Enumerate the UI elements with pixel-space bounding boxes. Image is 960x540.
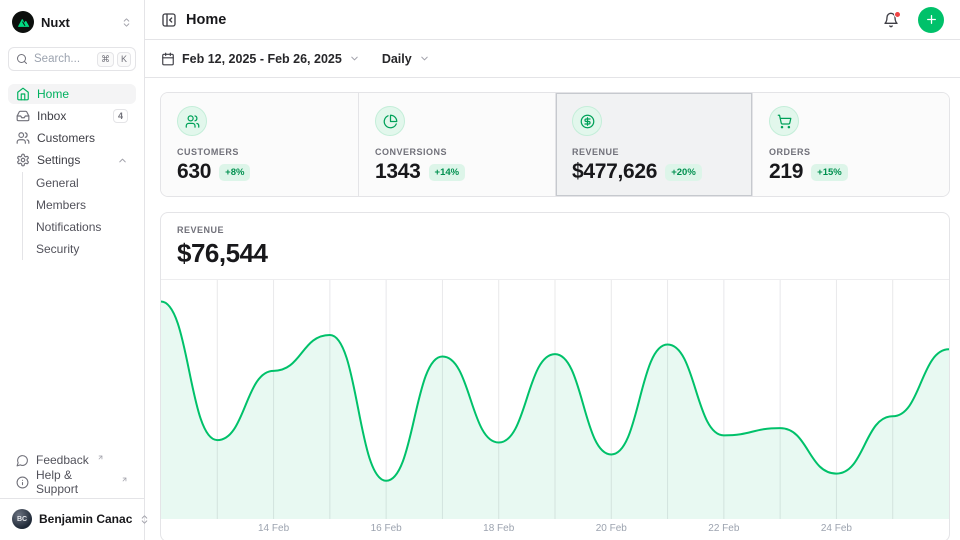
- chart-area-fill: [161, 301, 949, 519]
- x-axis-tick-label: 16 Feb: [370, 523, 402, 534]
- home-icon: [16, 87, 30, 101]
- sidebar-item-customers[interactable]: Customers: [8, 128, 136, 148]
- kbd-k: K: [116, 51, 131, 67]
- stat-value: $477,626: [572, 160, 658, 183]
- sidebar-item-label: Customers: [37, 131, 96, 145]
- sidebar-item-label: Inbox: [37, 109, 67, 123]
- x-axis-tick-label: 18 Feb: [483, 523, 515, 534]
- date-range-label: Feb 12, 2025 - Feb 26, 2025: [182, 51, 342, 66]
- chart-x-axis: 14 Feb 16 Feb 18 Feb 20 Feb 22 Feb 24 Feb: [161, 519, 949, 540]
- stat-label: REVENUE: [572, 147, 620, 157]
- stat-delta-badge: +20%: [665, 163, 702, 181]
- sidebar-item-notifications[interactable]: Notifications: [36, 220, 102, 234]
- filters-toolbar: Feb 12, 2025 - Feb 26, 2025 Daily: [145, 40, 960, 78]
- help-support-link[interactable]: Help & Support: [8, 468, 136, 496]
- external-link-icon: [121, 476, 128, 483]
- chevron-up-icon: [117, 155, 128, 166]
- search-input[interactable]: Search... ⌘ K: [8, 47, 136, 71]
- sidebar-nav: Home Inbox 4 Customers Settings Genera: [8, 84, 136, 260]
- user-menu[interactable]: BC Benjamin Canac: [8, 506, 148, 532]
- revenue-chart-svg: [161, 280, 949, 519]
- stat-card-conversions[interactable]: CONVERSIONS 1343 +14%: [358, 93, 555, 196]
- collapse-sidebar-button[interactable]: [161, 12, 177, 28]
- chevron-down-icon: [349, 53, 360, 64]
- revenue-chart-card: REVENUE $76,544 14 Feb 16 Feb 18 Feb 20 Feb…: [160, 212, 950, 540]
- calendar-icon: [161, 52, 175, 66]
- team-switcher[interactable]: Nuxt: [8, 10, 136, 34]
- avatar: BC: [12, 509, 32, 529]
- main-panel: Home Feb 12, 2025 - Feb 26, 2025 Daily: [145, 0, 960, 540]
- settings-submenu: General Members Notifications Security: [22, 172, 136, 260]
- users-icon: [16, 131, 30, 145]
- chevrons-up-down-icon: [121, 17, 132, 28]
- info-circle-icon: [16, 476, 29, 489]
- bell-icon: [884, 12, 898, 27]
- search-shortcut: ⌘ K: [96, 51, 131, 67]
- stat-delta-badge: +15%: [811, 163, 848, 181]
- stat-label: CONVERSIONS: [375, 147, 448, 157]
- message-circle-icon: [16, 454, 29, 467]
- sidebar-item-settings[interactable]: Settings: [8, 150, 136, 170]
- stat-card-revenue[interactable]: REVENUE $477,626 +20%: [555, 93, 752, 196]
- users-icon: [177, 106, 207, 136]
- sidebar-item-label: Settings: [37, 153, 81, 167]
- sidebar-item-home[interactable]: Home: [8, 84, 136, 104]
- nuxt-logo-icon: [12, 11, 34, 33]
- stat-delta-badge: +14%: [428, 163, 466, 181]
- add-button[interactable]: [918, 6, 944, 33]
- plus-icon: [926, 15, 936, 24]
- shopping-cart-icon: [769, 106, 799, 136]
- feedback-link[interactable]: Feedback: [8, 450, 136, 470]
- stat-value: 630: [177, 160, 212, 183]
- stat-value: 219: [769, 160, 804, 183]
- notifications-button[interactable]: [883, 10, 901, 28]
- stat-card-orders[interactable]: ORDERS 219 +15%: [752, 93, 949, 196]
- page-header: Home: [145, 0, 960, 40]
- notification-dot: [894, 10, 901, 18]
- user-name: Benjamin Canac: [39, 512, 133, 526]
- x-axis-tick-label: 20 Feb: [595, 523, 627, 534]
- sidebar-item-inbox[interactable]: Inbox 4: [8, 106, 136, 126]
- chart-title: REVENUE: [177, 225, 225, 235]
- date-range-picker[interactable]: Feb 12, 2025 - Feb 26, 2025: [161, 52, 360, 66]
- search-placeholder: Search...: [34, 53, 81, 65]
- stat-delta-badge: +8%: [219, 163, 251, 181]
- page-title: Home: [186, 11, 227, 28]
- sidebar-item-label: Home: [37, 87, 70, 101]
- chart-total-value: $76,544: [177, 238, 268, 268]
- period-select[interactable]: Daily: [382, 52, 430, 66]
- chevrons-up-down-icon: [139, 514, 150, 525]
- help-support-label: Help & Support: [36, 468, 79, 496]
- kbd-cmd: ⌘: [96, 51, 114, 67]
- dashboard-content: CUSTOMERS 630 +8% CONVERSIONS 1343 +14%: [145, 78, 960, 540]
- inbox-count-badge: 4: [112, 109, 128, 123]
- sidebar-item-security[interactable]: Security: [36, 242, 80, 256]
- sidebar-item-members[interactable]: Members: [36, 198, 87, 212]
- chart-gridlines: [217, 280, 892, 519]
- sidebar-item-general[interactable]: General: [36, 176, 79, 190]
- chart-line: [161, 302, 949, 481]
- sidebar: Nuxt Search... ⌘ K Home Inbox 4: [0, 0, 148, 540]
- team-name: Nuxt: [41, 14, 70, 30]
- stat-value: 1343: [375, 160, 421, 183]
- sidebar-divider: [0, 498, 144, 499]
- circle-dollar-icon: [572, 106, 602, 136]
- chevron-down-icon: [419, 53, 430, 64]
- stats-row: CUSTOMERS 630 +8% CONVERSIONS 1343 +14%: [160, 92, 950, 197]
- period-label: Daily: [381, 51, 412, 66]
- stat-label: ORDERS: [769, 147, 811, 157]
- search-icon: [16, 53, 28, 65]
- feedback-label: Feedback: [36, 453, 89, 467]
- external-link-icon: [97, 454, 104, 461]
- gear-icon: [16, 153, 30, 167]
- x-axis-tick-label: 22 Feb: [708, 523, 740, 534]
- stat-label: CUSTOMERS: [177, 147, 239, 157]
- inbox-icon: [16, 109, 30, 123]
- revenue-area-chart[interactable]: [161, 279, 949, 519]
- x-axis-tick-label: 24 Feb: [820, 523, 852, 534]
- chart-pie-icon: [375, 106, 405, 136]
- x-axis-tick-label: 14 Feb: [257, 523, 290, 534]
- stat-card-customers[interactable]: CUSTOMERS 630 +8%: [161, 93, 358, 196]
- sidebar-footer-links: Feedback Help & Support: [8, 450, 136, 498]
